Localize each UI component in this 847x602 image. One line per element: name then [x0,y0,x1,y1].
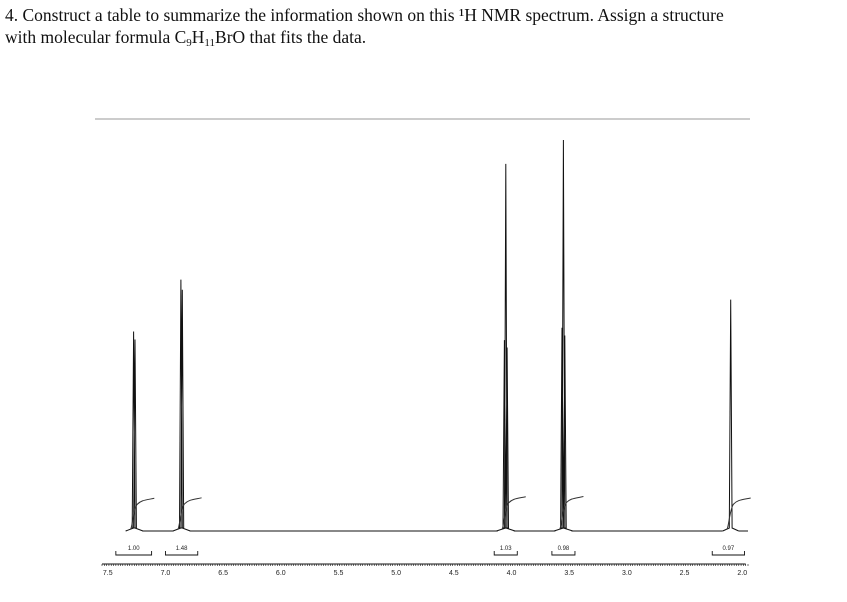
tick-label-5-5: 5.5 [334,570,344,577]
formula-subscript-h: 11 [204,37,216,49]
integral-bracket-4 [551,551,576,556]
integral-label-5: 0.97 [723,546,735,552]
integral-curve-5 [726,497,751,530]
formula-prefix: with molecular formula C [5,27,187,47]
integral-label-2: 1.48 [176,546,188,552]
integral-label-1: 1.00 [128,546,140,552]
tick-label-5-0: 5.0 [391,570,401,577]
integral-curve-4 [558,496,584,530]
peak-1 [125,331,144,532]
tick-label-6-5: 6.5 [218,570,228,577]
integral-label-3: 1.03 [500,546,512,552]
tick-label-2-0: 2.0 [737,570,747,577]
integral-curve-1 [129,497,155,530]
spectrum-trace-group [125,139,748,532]
tick-label-4-5: 4.5 [449,570,459,577]
tick-label-3-5: 3.5 [564,570,574,577]
question-text: 4. Construct a table to summarize the in… [5,4,840,49]
tick-label-4-0: 4.0 [507,570,517,577]
integral-bracket-3 [493,551,518,556]
integral-curve-2 [177,497,202,530]
question-line-1: 4. Construct a table to summarize the in… [5,5,724,25]
integral-bracket-1 [115,551,153,556]
tick-label-7-0: 7.0 [161,570,171,577]
peak-4 [553,139,573,532]
formula-suffix: BrO that fits the data. [215,27,367,47]
peak-3 [496,163,516,532]
tick-label-7-5: 7.5 [103,570,113,577]
integral-bracket-5 [711,551,745,556]
formula-subscript-c: 9 [186,37,192,49]
integral-bracket-2 [164,551,199,556]
formula-h: H [191,27,205,47]
tick-label-2-5: 2.5 [680,570,690,577]
integral-curve-3 [501,496,526,530]
tick-label-6-0: 6.0 [276,570,286,577]
tick-label-3-0: 3.0 [622,570,632,577]
integral-labels-group: 1.00 1.48 1.03 0.98 0.97 [115,546,745,556]
question-line-2: with molecular formula C9H11BrO that fit… [5,26,840,49]
peak-5 [722,299,739,532]
peak-2 [172,279,191,532]
ppm-axis: 7.5 7.0 6.5 6.0 5.5 5.0 4.5 4.0 3.5 3.0 2.5 2.0 [101,563,749,577]
integral-curves-group [129,496,751,530]
integral-label-4: 0.98 [558,546,570,552]
